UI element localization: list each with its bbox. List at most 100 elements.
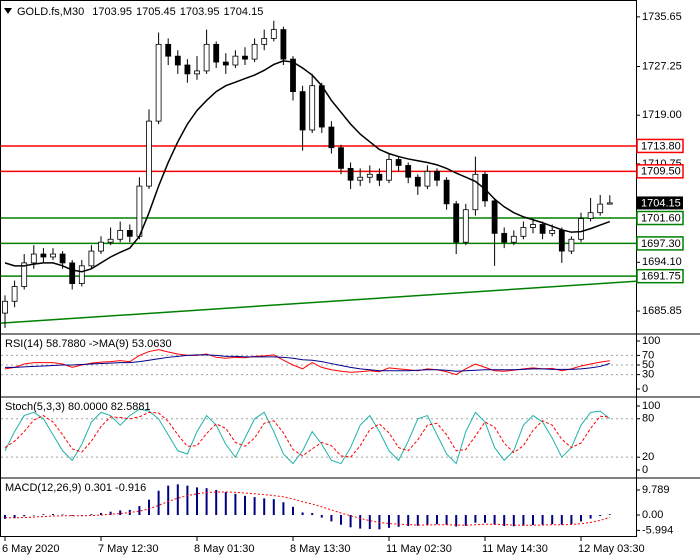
candle-body [107,238,114,243]
candle-body [597,203,604,214]
candle-body [539,224,546,234]
macd-bar [560,515,563,525]
candle-body [21,262,28,287]
header-symbol: GOLD.fs,M30 [17,6,84,18]
macd-bar [445,515,448,525]
candle-body [136,185,143,237]
y-tick-label: 80 [642,413,654,425]
y-tick-label: 100 [642,400,660,412]
y-tick-label: 0.00 [642,509,663,521]
candle-body [558,230,565,252]
candle-body [50,253,56,258]
candle-body [491,200,498,234]
candle-body [510,235,517,243]
candle-body [78,265,85,284]
macd-bar [580,515,582,522]
candle-body [194,70,200,75]
candle-body [578,218,584,240]
macd-bar [359,515,362,529]
macd-bar [320,515,323,518]
y-tick-label: 100 [642,335,660,347]
level-label: 1697.30 [641,238,681,250]
header-value: 1704.15 [224,6,264,18]
candle-body [213,43,220,63]
candle-body [165,43,172,57]
candle-body [270,29,277,39]
macd-bar [570,515,573,524]
macd-bar [426,515,429,525]
candle-body [2,300,8,314]
y-tick-label: 1719.00 [642,109,682,121]
candle-body [520,227,527,237]
macd-bar [368,515,371,530]
y-tick-label: 70 [642,349,654,361]
candle-body [98,241,104,252]
candle-body [222,61,229,66]
macd-bar [340,515,342,525]
candle-body [453,203,460,243]
macd-bar [541,515,544,525]
y-tick-label: 0 [642,383,648,395]
candle-body [395,159,402,166]
candle-body [366,173,373,178]
macd-bar [493,515,496,525]
macd-bar [388,515,390,528]
candle-body [30,253,37,264]
macd-bar [167,485,170,516]
macd-bar [407,515,410,527]
macd-bar [119,510,122,516]
header: GOLD.fs,M30 1703.95 1705.45 1703.95 1704.15 [17,6,263,18]
macd-bar [90,514,93,516]
macd-bar [416,515,419,526]
candle-body [462,209,469,243]
header-value: 1705.45 [136,6,176,18]
macd-bar [397,515,400,527]
candle-body [376,173,383,181]
macd-bar [503,515,506,527]
candle-body [88,250,95,267]
macd-bar [551,515,554,525]
y-tick-label: 1685.85 [642,305,682,317]
candle-body [386,159,392,181]
indicator-label: RSI(14) 58.7880 ->MA(9) 53.0630 [5,338,172,350]
candle-body [146,120,152,187]
macd-bar [349,515,352,528]
macd-bar [13,515,16,519]
macd-bar [176,484,179,516]
candle-body [606,202,613,205]
candle-body [11,286,18,302]
macd-bar [599,515,602,517]
macd-bar [100,512,102,516]
candle-body [174,55,181,66]
y-tick-label: 30 [642,369,654,381]
macd-bar [464,515,467,526]
level-label-box [636,236,684,251]
indicator-label: Stoch(5,3,3) 80.0000 82.5881 [5,401,151,413]
candle-body [280,29,287,60]
indicator-line [4,411,610,458]
candle-body [232,55,239,66]
plot-frame [0,0,637,537]
macd-bar [157,490,160,516]
y-tick-label: 1727.25 [642,60,682,72]
macd-bar [32,515,35,516]
macd-bar [244,495,246,516]
macd-bar [253,497,256,516]
candle-body [318,85,325,128]
candle-body [309,85,316,131]
macd-bar [138,506,141,516]
candle-body [530,224,536,228]
macd-bar [436,515,438,525]
macd-bar [80,515,83,516]
header-value: 1703.95 [92,6,132,18]
candle-body [59,253,66,264]
macd-bar [234,493,237,516]
level-label: 1691.75 [641,271,681,283]
candle-body [299,91,306,131]
current-price-box [637,196,683,210]
macd-bar [109,511,112,516]
macd-bar [186,485,189,516]
candle-body [549,230,556,234]
candle-body [126,230,133,237]
